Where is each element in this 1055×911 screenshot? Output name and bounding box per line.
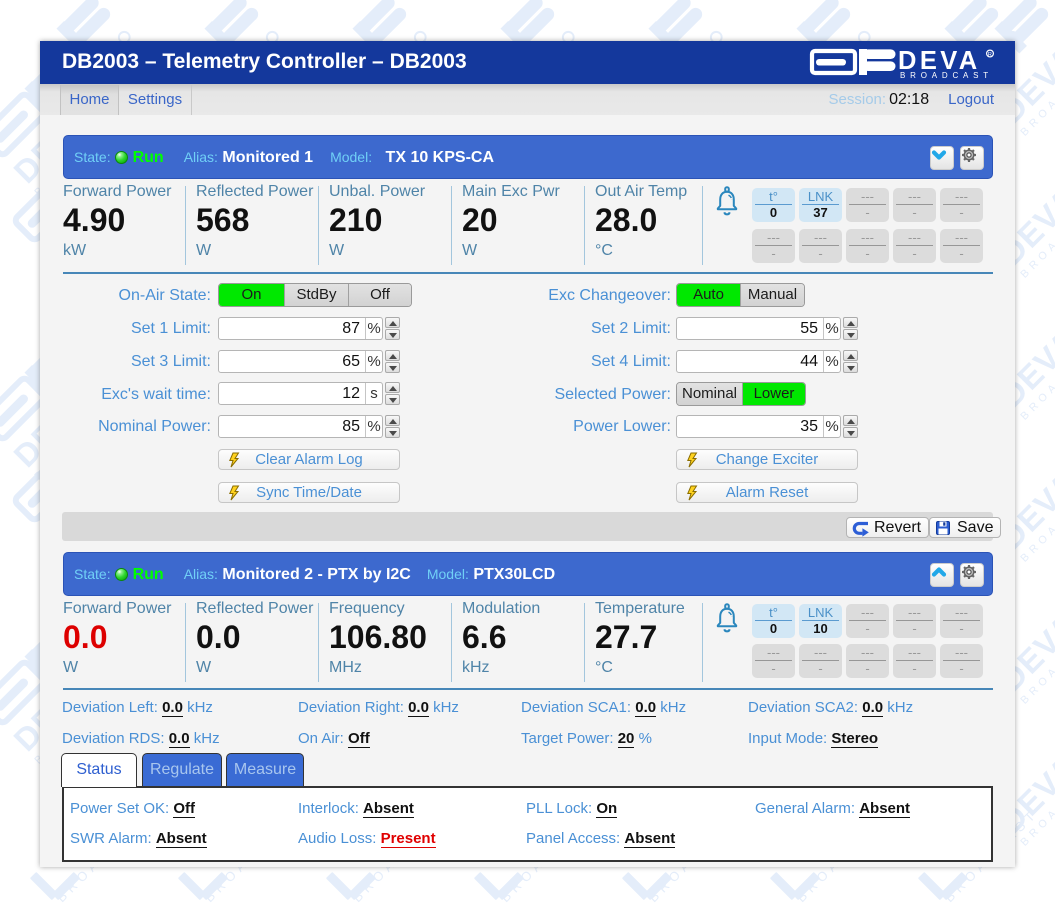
svg-text:DEVA: DEVA <box>898 47 981 75</box>
svg-text:R: R <box>988 52 992 58</box>
svg-text:BROADCAST: BROADCAST <box>900 71 993 79</box>
